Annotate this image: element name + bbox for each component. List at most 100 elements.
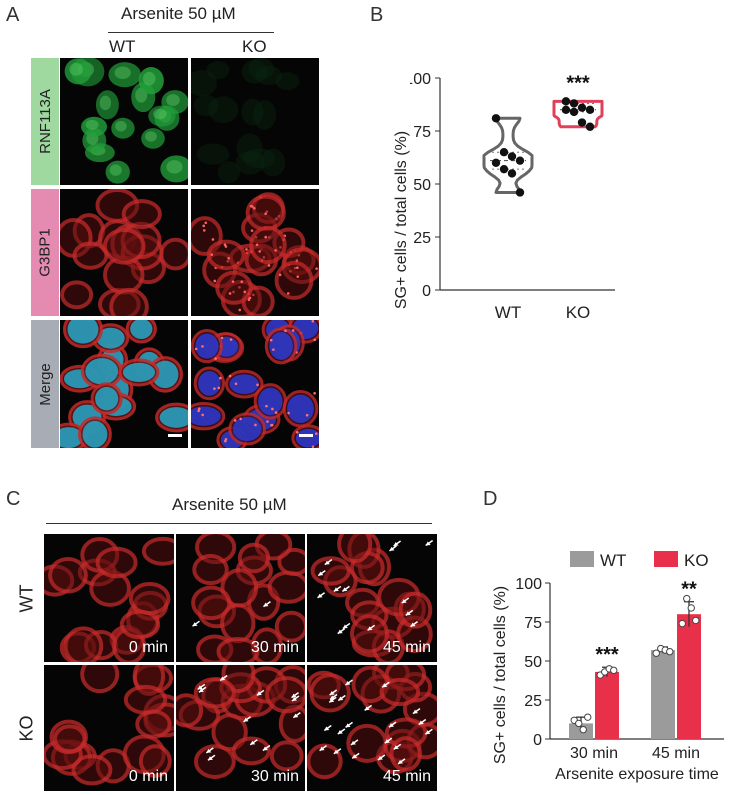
nucleus <box>196 143 230 165</box>
cell <box>159 237 188 271</box>
cytoplasm <box>224 607 252 640</box>
timecourse-ko-30min: 30 min <box>176 665 305 791</box>
data-point <box>683 594 691 603</box>
stress-granule <box>234 382 238 386</box>
cell <box>216 636 260 662</box>
significance-marker: *** <box>595 644 619 666</box>
cell <box>102 227 146 265</box>
cell <box>72 241 109 270</box>
cell <box>48 557 88 594</box>
cell <box>191 216 223 256</box>
panel-a-header-line <box>108 32 274 33</box>
arrow-marker <box>397 758 406 765</box>
cell <box>211 713 248 752</box>
nucleus <box>241 98 264 126</box>
stress-granule <box>274 249 277 252</box>
stress-granule <box>265 404 268 408</box>
y-tick-label: 0 <box>422 283 431 300</box>
cell <box>310 556 351 586</box>
nucleus <box>243 148 276 169</box>
scale-bar <box>168 434 182 437</box>
stress-granule <box>254 423 257 427</box>
nucleus <box>248 58 275 80</box>
stress-granule <box>238 308 242 312</box>
nucleus-highlight <box>166 94 180 107</box>
arrow-marker <box>317 570 326 577</box>
cytoplasm <box>67 630 100 662</box>
cell <box>80 665 120 694</box>
arrow-marker <box>319 745 327 752</box>
stress-granule <box>250 229 254 232</box>
cytoplasm <box>220 640 256 662</box>
arrow-marker <box>317 592 325 599</box>
nucleus <box>67 320 99 344</box>
nucleus-highlight <box>166 160 183 174</box>
panel-d-letter: D <box>483 488 498 510</box>
cytoplasm <box>355 669 386 700</box>
arrow-marker <box>192 620 200 627</box>
arrow-marker <box>393 540 402 547</box>
cytoplasm <box>57 728 83 750</box>
stress-granule <box>284 329 287 333</box>
nucleus <box>111 117 135 139</box>
cytoplasm <box>99 550 134 575</box>
micrograph-merge-wt <box>60 320 188 448</box>
stress-granule <box>194 347 198 351</box>
x-tick-label: WT <box>495 303 521 322</box>
legend-swatch-ko <box>654 551 678 567</box>
stress-granule <box>313 338 317 342</box>
nucleus <box>141 128 165 149</box>
cytoplasm <box>402 595 429 625</box>
nucleus <box>60 427 84 448</box>
stress-granule <box>217 386 221 390</box>
data-point <box>584 713 592 721</box>
micrograph-background <box>191 58 319 185</box>
cytoplasm <box>268 680 305 710</box>
cytoplasm <box>219 274 249 301</box>
nucleus <box>229 374 260 395</box>
stress-granule <box>269 338 273 342</box>
stress-granule <box>311 445 315 448</box>
significance-marker: ** <box>681 579 697 601</box>
arrow-marker <box>329 689 338 696</box>
data-point <box>652 649 660 657</box>
stress-granule <box>311 320 315 323</box>
stress-granule <box>213 387 216 390</box>
data-point <box>575 719 583 728</box>
micrograph-g3bp1-wt <box>60 189 188 316</box>
nucleus <box>207 96 239 124</box>
stress-granule <box>204 221 208 225</box>
cytoplasm <box>195 589 228 617</box>
nucleus-highlight <box>109 164 122 176</box>
stress-granule <box>197 409 200 413</box>
panel-a-col-ko: KO <box>242 37 267 56</box>
arrow-marker <box>424 728 433 735</box>
cytoplasm <box>142 748 168 774</box>
data-point <box>687 604 695 612</box>
arrow-marker <box>243 716 251 723</box>
nucleus-highlight <box>153 108 167 120</box>
data-point <box>569 107 579 117</box>
nucleus <box>138 67 164 95</box>
legend-swatch-wt <box>570 551 594 567</box>
arrow-marker <box>337 694 346 702</box>
panel-c-treatment: Arsenite 50 µM <box>172 495 287 514</box>
cytoplasm <box>253 229 283 261</box>
stress-granule <box>255 243 259 247</box>
cytoplasm <box>273 744 300 768</box>
stress-granule <box>240 280 244 284</box>
cytoplasm <box>224 572 255 604</box>
cell <box>60 280 94 310</box>
cytoplasm <box>393 740 418 768</box>
stress-granule <box>227 256 230 260</box>
cytoplasm <box>282 708 305 739</box>
nucleus <box>241 59 268 84</box>
nucleus-highlight <box>114 66 131 79</box>
nucleus <box>235 151 265 175</box>
arrow-marker <box>405 609 414 616</box>
legend-label: KO <box>684 551 709 570</box>
stress-granule <box>202 229 206 232</box>
cytoplasm <box>210 243 242 267</box>
data-point <box>569 99 579 108</box>
cytoplasm <box>125 203 158 226</box>
